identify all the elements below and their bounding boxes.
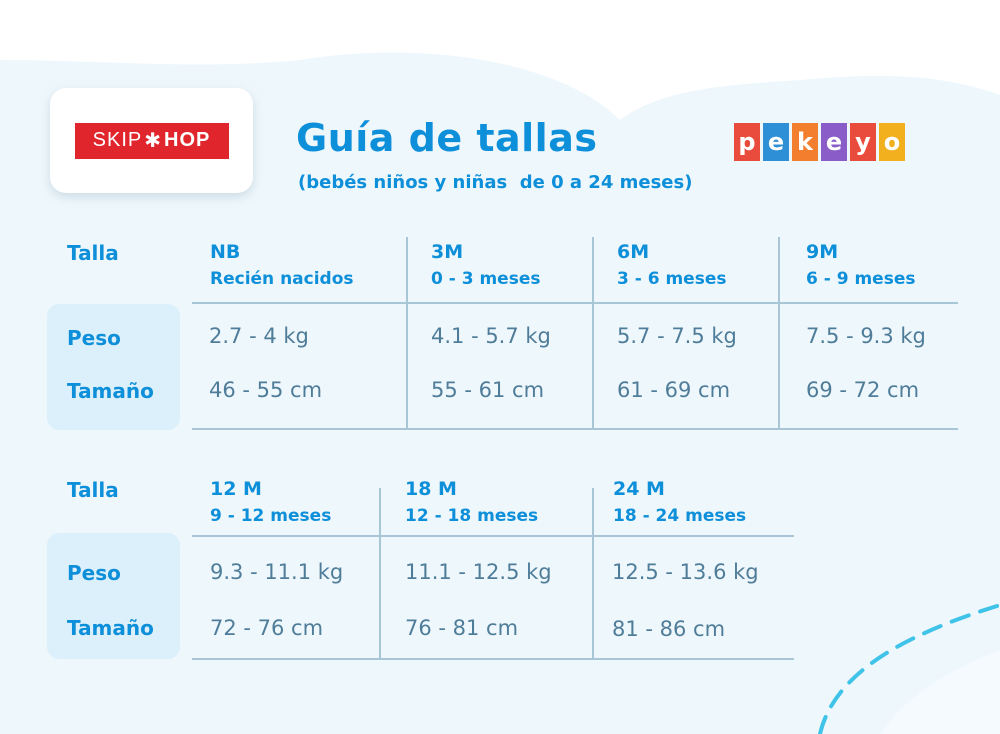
table1-peso-nb: 2.7 - 4 kg: [209, 324, 309, 348]
skip-hop-logo-part1: SKIP: [92, 129, 143, 151]
table2-tamano-label: Tamaño: [67, 616, 154, 640]
skip-hop-logo-part2: HOP: [164, 129, 211, 151]
size-label: NB: [210, 241, 241, 263]
table1-col-3m-header: 3M 0 - 3 meses: [431, 241, 540, 289]
table2-talla-label: Talla: [67, 478, 119, 502]
table1-tamano-9m: 69 - 72 cm: [806, 378, 920, 402]
page-subtitle: (bebés niños y niñas de 0 a 24 meses): [298, 172, 693, 193]
age-range-label: 9 - 12 meses: [210, 506, 332, 526]
page-title: Guía de tallas: [296, 116, 598, 160]
table2-peso-label: Peso: [67, 561, 121, 585]
table1-talla-label: Talla: [67, 241, 119, 265]
table1-row-highlight: [47, 304, 180, 430]
table2-tamano-12m: 72 - 76 cm: [210, 616, 324, 640]
table1-col-divider: [406, 237, 408, 429]
table1-tamano-3m: 55 - 61 cm: [431, 378, 545, 402]
table2-col-12m-header: 12 M 9 - 12 meses: [210, 478, 331, 526]
skip-hop-logo-card: SKIP ✱ HOP: [50, 88, 253, 193]
size-label: 18 M: [405, 478, 457, 500]
table2-header-divider: [192, 535, 794, 537]
table2-row-highlight: [47, 533, 180, 659]
table1-col-6m-header: 6M 3 - 6 meses: [617, 241, 726, 289]
table2-tamano-24m: 81 - 86 cm: [612, 617, 726, 641]
size-label: 9M: [806, 241, 839, 263]
table1-bottom-divider: [192, 428, 958, 430]
table1-peso-3m: 4.1 - 5.7 kg: [431, 324, 551, 348]
table2-peso-18m: 11.1 - 12.5 kg: [405, 560, 552, 584]
table2-col-divider: [379, 488, 381, 659]
table1-col-9m-header: 9M 6 - 9 meses: [806, 241, 915, 289]
table2-bottom-divider: [192, 658, 794, 660]
table2-col-18m-header: 18 M 12 - 18 meses: [405, 478, 538, 526]
size-label: 3M: [431, 241, 464, 263]
table2-col-divider: [592, 488, 594, 659]
pekeyo-letter: e: [821, 123, 847, 161]
age-range-label: 6 - 9 meses: [806, 269, 916, 289]
pekeyo-letter: o: [879, 123, 905, 161]
table1-col-divider: [778, 237, 780, 429]
table2-peso-24m: 12.5 - 13.6 kg: [612, 560, 759, 584]
table2-peso-12m: 9.3 - 11.1 kg: [210, 560, 344, 584]
size-label: 12 M: [210, 478, 262, 500]
table1-tamano-6m: 61 - 69 cm: [617, 378, 731, 402]
pekeyo-letter: k: [792, 123, 818, 161]
size-label: 6M: [617, 241, 650, 263]
skip-hop-logo: SKIP ✱ HOP: [74, 122, 229, 159]
table1-col-nb-header: NB Recién nacidos: [210, 241, 354, 289]
table1-peso-label: Peso: [67, 326, 121, 350]
age-range-label: 0 - 3 meses: [431, 269, 541, 289]
age-range-label: Recién nacidos: [210, 269, 354, 289]
table1-peso-6m: 5.7 - 7.5 kg: [617, 324, 737, 348]
table2-tamano-18m: 76 - 81 cm: [405, 616, 519, 640]
table2-col-24m-header: 24 M 18 - 24 meses: [613, 478, 746, 526]
pekeyo-letter: p: [734, 123, 760, 161]
age-range-label: 3 - 6 meses: [617, 269, 727, 289]
size-label: 24 M: [613, 478, 665, 500]
pekeyo-letter: y: [850, 123, 876, 161]
age-range-label: 18 - 24 meses: [613, 506, 747, 526]
pekeyo-letter: e: [763, 123, 789, 161]
table1-col-divider: [592, 237, 594, 429]
table1-header-divider: [192, 302, 958, 304]
table1-tamano-nb: 46 - 55 cm: [209, 378, 323, 402]
skip-hop-logo-star: ✱: [144, 130, 162, 152]
table1-tamano-label: Tamaño: [67, 379, 154, 403]
table1-peso-9m: 7.5 - 9.3 kg: [806, 324, 926, 348]
age-range-label: 12 - 18 meses: [405, 506, 539, 526]
